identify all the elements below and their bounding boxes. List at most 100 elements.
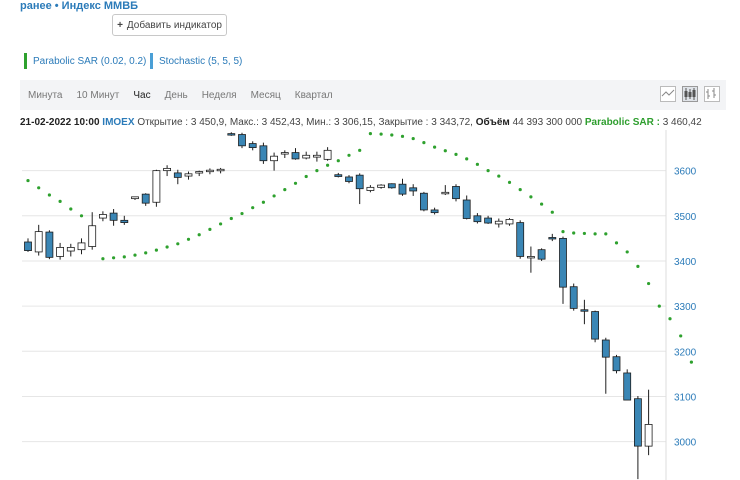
- candle-body: [302, 154, 311, 159]
- candle-body: [238, 134, 246, 147]
- candle[interactable]: [548, 233, 557, 242]
- y-tick-label: 3600: [674, 167, 697, 178]
- tab-quarter[interactable]: Квартал: [294, 89, 333, 101]
- candle-body: [494, 220, 503, 225]
- candlestick-chart[interactable]: 3000 3100 3200 3300 3400 3500 3600: [0, 130, 740, 480]
- candle[interactable]: [184, 171, 193, 180]
- candle-body: [644, 424, 653, 447]
- candlestick-icon[interactable]: [682, 86, 698, 102]
- candle[interactable]: [131, 196, 139, 200]
- candle[interactable]: [409, 184, 418, 196]
- breadcrumb[interactable]: ранее • Индекс ММВБ: [20, 0, 139, 12]
- candle[interactable]: [612, 354, 621, 374]
- line-chart-icon[interactable]: [660, 86, 676, 102]
- candle-body: [591, 311, 599, 340]
- tab-minute[interactable]: Минута: [28, 89, 63, 101]
- candle[interactable]: [56, 242, 64, 260]
- candle[interactable]: [270, 152, 279, 171]
- candle[interactable]: [569, 283, 578, 311]
- candle[interactable]: [419, 191, 428, 212]
- candle[interactable]: [366, 185, 375, 193]
- candle[interactable]: [195, 170, 204, 177]
- candle[interactable]: [377, 184, 386, 189]
- candle[interactable]: [77, 238, 86, 255]
- candle[interactable]: [24, 238, 32, 252]
- candle[interactable]: [559, 236, 567, 304]
- info-ticker: IMOEX: [102, 117, 135, 128]
- candle[interactable]: [99, 211, 107, 222]
- sar-dot: [593, 232, 597, 236]
- candle[interactable]: [430, 207, 439, 215]
- candle[interactable]: [238, 132, 246, 149]
- candle[interactable]: [537, 248, 546, 261]
- indicator-stochastic[interactable]: Stochastic (5, 5, 5): [150, 52, 242, 70]
- candle[interactable]: [120, 215, 129, 225]
- candle[interactable]: [580, 299, 589, 325]
- tab-hour[interactable]: Час: [133, 89, 151, 101]
- candle[interactable]: [216, 167, 225, 174]
- candle[interactable]: [441, 185, 450, 196]
- candle-body: [398, 183, 407, 195]
- sar-dot: [647, 281, 651, 286]
- indicator-parabolic-sar[interactable]: Parabolic SAR (0.02, 0.2): [24, 52, 146, 70]
- chart-grid: [22, 170, 666, 443]
- sar-dot: [101, 257, 105, 261]
- ohlc-bars-icon[interactable]: [704, 86, 720, 102]
- candle[interactable]: [505, 218, 514, 226]
- add-indicator-button[interactable]: + Добавить индикатор: [112, 14, 227, 36]
- candle-body: [120, 219, 129, 223]
- candle[interactable]: [527, 246, 535, 273]
- candle[interactable]: [623, 369, 632, 401]
- candle[interactable]: [601, 337, 610, 394]
- candle[interactable]: [312, 151, 321, 162]
- tab-month[interactable]: Месяц: [250, 89, 281, 101]
- candle-body: [537, 249, 546, 260]
- candle-body: [527, 256, 535, 259]
- candle[interactable]: [152, 169, 161, 207]
- candle-body: [195, 171, 204, 174]
- sar-dot: [625, 250, 629, 254]
- candle[interactable]: [280, 150, 289, 158]
- candle[interactable]: [334, 172, 343, 178]
- candle[interactable]: [355, 173, 364, 205]
- candle[interactable]: [644, 389, 653, 456]
- candle[interactable]: [227, 132, 236, 136]
- candle[interactable]: [516, 220, 525, 259]
- candle[interactable]: [34, 224, 43, 256]
- candle[interactable]: [173, 169, 182, 185]
- tab-10-minutes[interactable]: 10 Минут: [76, 89, 120, 101]
- candle[interactable]: [88, 212, 97, 250]
- candle[interactable]: [484, 215, 493, 224]
- sar-dot: [240, 211, 244, 216]
- candle[interactable]: [634, 396, 642, 480]
- candle[interactable]: [591, 310, 599, 343]
- tab-week[interactable]: Неделя: [201, 89, 237, 101]
- tab-day[interactable]: День: [164, 89, 188, 101]
- candle[interactable]: [452, 184, 460, 202]
- candle[interactable]: [205, 168, 214, 175]
- candle-body: [623, 372, 632, 401]
- candle[interactable]: [473, 213, 482, 224]
- sar-dot: [411, 136, 415, 141]
- candle[interactable]: [398, 178, 407, 196]
- candle[interactable]: [387, 183, 396, 189]
- candle[interactable]: [323, 147, 332, 161]
- plus-icon: +: [117, 19, 123, 31]
- candle-body: [345, 176, 353, 182]
- candle[interactable]: [45, 230, 54, 260]
- candle[interactable]: [259, 142, 268, 164]
- candles-series: [24, 132, 653, 480]
- candle[interactable]: [248, 141, 257, 151]
- candle[interactable]: [291, 148, 300, 160]
- info-sar-label: Parabolic SAR :: [584, 117, 660, 128]
- candle-body: [409, 187, 418, 192]
- candle[interactable]: [163, 165, 172, 177]
- info-open-label: Открытие :: [137, 117, 189, 128]
- candle[interactable]: [66, 243, 75, 257]
- candle[interactable]: [494, 218, 503, 228]
- candle[interactable]: [141, 193, 150, 206]
- candle[interactable]: [302, 151, 311, 160]
- candle[interactable]: [345, 175, 353, 184]
- candle[interactable]: [109, 209, 118, 226]
- candle[interactable]: [462, 195, 471, 220]
